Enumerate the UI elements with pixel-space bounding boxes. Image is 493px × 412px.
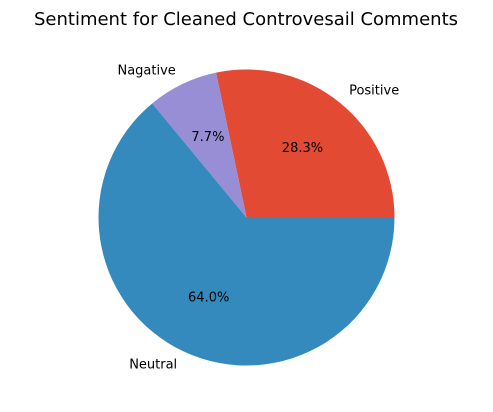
pie-labels: Positive 28.3% Nagative 7.7% Neutral 64.0% <box>117 63 399 372</box>
chart-title: Sentiment for Cleaned Controvesail Comme… <box>34 9 458 30</box>
pie-slices <box>98 69 395 366</box>
pie-slice-nagative <box>152 72 247 218</box>
pct-label-positive: 28.3% <box>282 141 323 156</box>
pie-slice-positive <box>216 69 395 218</box>
slice-label-neutral: Neutral <box>129 357 177 372</box>
slice-label-nagative: Nagative <box>117 63 175 78</box>
slice-label-positive: Positive <box>349 84 399 99</box>
pie-slice-neutral <box>98 103 395 366</box>
pct-label-nagative: 7.7% <box>191 130 224 145</box>
pct-label-neutral: 64.0% <box>188 290 229 305</box>
